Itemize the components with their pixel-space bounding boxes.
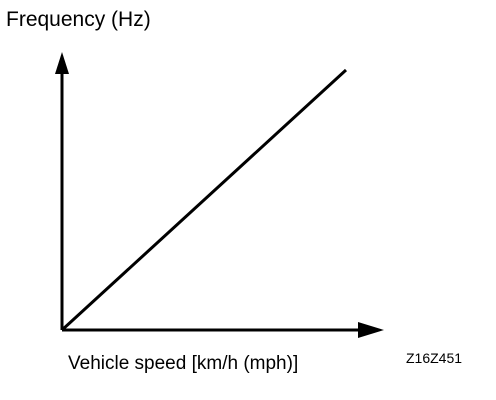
series-line-0 xyxy=(60,68,348,332)
y-axis-arrow xyxy=(55,52,69,74)
x-axis-label: Vehicle speed [km/h (mph)] xyxy=(68,353,298,374)
y-axis-label: Frequency (Hz) xyxy=(6,8,151,31)
figure-code: Z16Z451 xyxy=(406,350,462,366)
plot-area xyxy=(60,68,348,332)
x-axis-arrow xyxy=(358,322,384,338)
